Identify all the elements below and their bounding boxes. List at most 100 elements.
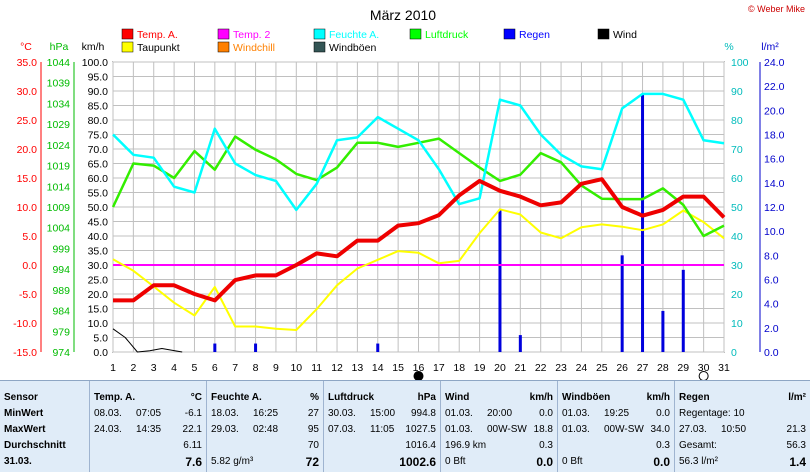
pressure-tick-label: 1034	[47, 98, 71, 110]
rain-unit: l/m²	[788, 392, 806, 403]
wind-avg-distance: 196.9 km	[445, 440, 487, 451]
x-tick-label: 10	[290, 362, 302, 374]
rain-tick-label: 20.0	[764, 105, 785, 117]
temp-min-val: -6.1	[184, 408, 202, 419]
summary-pressure-column: Luftdruck hPa 30.03. 15:00 994.8 07.03. 11:0…	[323, 381, 440, 472]
press-avg: 1016.4	[405, 440, 436, 451]
x-tick-label: 23	[555, 362, 567, 374]
humidity-tick-label: 100	[731, 57, 749, 69]
temp-tick-label: 0.0	[22, 260, 37, 272]
press-max-time: 11:05	[370, 424, 395, 435]
gust-min-val: 0.0	[656, 408, 670, 419]
hum-abs: 5.82 g/m³	[211, 456, 254, 467]
wind-tick-label: 30.0	[88, 260, 109, 272]
temp-avg: 6.11	[183, 440, 202, 451]
wind-tick-label: 45.0	[88, 217, 109, 229]
summary-humidity-column: Feuchte A.% 18.03. 16:25 27 29.03. 02:48 95 …	[206, 381, 323, 472]
pressure-tick-label: 994	[52, 264, 70, 276]
wind-max-dir: 00W-SW	[487, 424, 527, 435]
temp-tick-label: 35.0	[17, 57, 38, 69]
rain-tick-label: 14.0	[764, 178, 785, 190]
pressure-tick-label: 1029	[47, 119, 71, 131]
x-tick-label: 4	[171, 362, 177, 374]
temp-tick-label: -15.0	[13, 347, 37, 359]
legend-label: Temp. 2	[233, 29, 271, 41]
moon-markers	[413, 371, 709, 380]
summary-rain-column: Regen l/m² Regentage: 10 27.03. 10:50 21.3 …	[674, 381, 810, 472]
rain-bar	[254, 343, 258, 352]
wind-tick-label: 5.0	[93, 333, 108, 345]
pressure-tick-label: 1024	[47, 140, 71, 152]
wind-min-val: 0.0	[539, 408, 553, 419]
gust-current: 0.0	[653, 455, 670, 469]
gust-max-date: 01.03.	[562, 424, 590, 435]
humidity-tick-label: 30	[731, 260, 743, 272]
temp-tick-label: 15.0	[17, 173, 38, 185]
wind-tick-label: 65.0	[88, 159, 109, 171]
rain-bar	[620, 255, 624, 352]
wind-unit: km/h	[529, 392, 553, 403]
gust-min-date: 01.03.	[562, 408, 590, 419]
hum-current: 72	[305, 455, 319, 469]
wind-tick-label: 15.0	[88, 304, 109, 316]
rain-bar	[213, 343, 217, 352]
x-tick-label: 26	[616, 362, 628, 374]
press-min-val: 994.8	[410, 408, 436, 419]
copyright-label: © Weber Mike	[748, 4, 805, 14]
pressure-tick-label: 1019	[47, 161, 71, 173]
x-tick-label: 3	[151, 362, 157, 374]
gust-max-dir: 00W-SW	[604, 424, 644, 435]
hum-min-val: 27	[307, 408, 319, 419]
hum-max-val: 95	[307, 424, 319, 435]
rain-bar	[661, 310, 665, 352]
rain-tick-label: 0.0	[764, 347, 779, 359]
chart-legend: Temp. A. Temp. 2 Feuchte A. Luftdruck Regen W…	[121, 28, 637, 54]
pressure-tick-label: 1014	[47, 181, 71, 193]
x-tick-label: 24	[576, 362, 588, 374]
press-max-date: 07.03.	[328, 424, 356, 435]
x-tick-label: 21	[514, 362, 526, 374]
x-tick-label: 7	[232, 362, 238, 374]
temp-min-date: 08.03.	[94, 408, 122, 419]
legend-label: Regen	[519, 29, 550, 41]
legend-swatch	[217, 41, 230, 53]
series-temp-a-line	[113, 177, 726, 303]
pressure-tick-label: 1009	[47, 202, 71, 214]
x-tick-label: 31	[718, 362, 730, 374]
rain-bar	[376, 343, 380, 352]
pressure-tick-label: 1004	[47, 223, 71, 235]
summary-table: Sensor MinWert MaxWert Durchschnitt 31.0…	[0, 380, 810, 472]
x-tick-label: 1	[110, 362, 116, 374]
chart-title: März 2010	[370, 7, 436, 23]
rain-header: Regen	[679, 392, 710, 403]
gust-header: Windböen	[562, 392, 611, 403]
chart-series	[111, 92, 726, 353]
hum-max-date: 29.03.	[211, 424, 239, 435]
summary-sensor-column: Sensor MinWert MaxWert Durchschnitt 31.0…	[0, 381, 88, 472]
pressure-tick-label: 989	[52, 285, 70, 297]
legend-label: Temp. A.	[137, 29, 178, 41]
x-tick-label: 22	[535, 362, 547, 374]
axis-units: °C hPa km/h% l/m²	[20, 41, 779, 53]
rain-current: 1.4	[789, 455, 806, 469]
temp-tick-label: 25.0	[17, 115, 38, 127]
humidity-tick-label: 50	[731, 202, 743, 214]
x-tick-label: 6	[212, 362, 218, 374]
x-tick-label: 5	[192, 362, 198, 374]
series-wind-line	[112, 328, 183, 353]
avg-label: Durchschnitt	[4, 440, 66, 451]
summary-gust-column: Windböen km/h 01.03. 19:25 0.0 01.03. 00W-SW…	[557, 381, 674, 472]
sensor-header: Sensor	[4, 392, 38, 403]
wind-current: 0.0	[536, 455, 553, 469]
temp-unit: °C	[190, 392, 202, 403]
x-tick-label: 13	[352, 362, 364, 374]
rain-tick-label: 10.0	[764, 226, 785, 238]
rain-bars	[213, 94, 685, 352]
humidity-unit-label: %	[724, 41, 733, 53]
press-min-date: 30.03.	[328, 408, 356, 419]
humidity-tick-label: 40	[731, 231, 743, 243]
temp-header: Temp. A.	[94, 392, 136, 403]
rain-tick-label: 8.0	[764, 250, 779, 262]
x-tick-label: 14	[372, 362, 384, 374]
wind-header: Wind	[445, 392, 470, 403]
